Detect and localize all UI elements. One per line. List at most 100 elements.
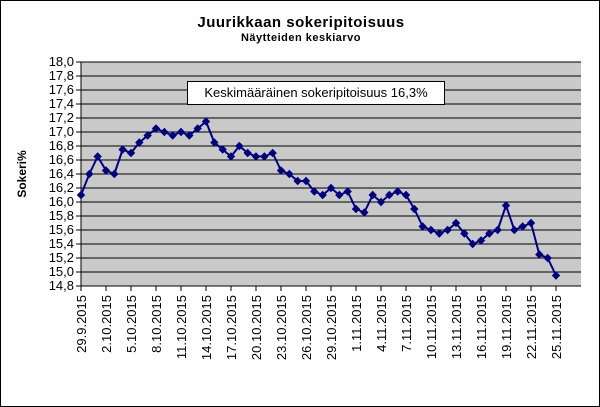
data-point-marker bbox=[276, 166, 286, 175]
x-tick-label: 29.9.2015 bbox=[74, 295, 89, 353]
x-tick-label: 25.11.2015 bbox=[549, 295, 564, 359]
data-point-marker bbox=[351, 204, 361, 214]
data-point-marker bbox=[101, 166, 111, 175]
y-tick-label: 15,6 bbox=[49, 222, 74, 237]
chart-subtitle: Näytteiden keskiarvo bbox=[240, 32, 362, 44]
y-tick-label: 17,2 bbox=[49, 110, 74, 125]
data-point-marker bbox=[260, 152, 269, 161]
data-point-marker bbox=[551, 271, 561, 280]
average-annotation: Keskimääräinen sokeripitoisuus 16,3% bbox=[187, 81, 445, 105]
x-tick-label: 5.10.2015 bbox=[124, 295, 139, 353]
y-tick-label: 16,0 bbox=[49, 194, 74, 209]
data-point-marker bbox=[293, 176, 302, 186]
data-point-marker bbox=[451, 218, 461, 228]
data-point-marker bbox=[535, 250, 544, 259]
data-point-marker bbox=[368, 190, 377, 200]
x-tick-label: 26.10.2015 bbox=[299, 295, 314, 360]
x-tick-label: 11.10.2015 bbox=[174, 295, 189, 359]
data-point-marker bbox=[393, 187, 402, 196]
data-point-marker bbox=[435, 229, 444, 238]
x-tick-label: 16.11.2015 bbox=[474, 295, 489, 359]
data-point-marker bbox=[343, 187, 352, 196]
data-point-marker bbox=[210, 138, 219, 147]
data-point-marker bbox=[326, 183, 336, 193]
x-tick-label: 14.10.2015 bbox=[199, 295, 214, 360]
x-tick-label: 22.11.2015 bbox=[524, 295, 539, 359]
x-tick-label: 2.10.2015 bbox=[99, 295, 114, 353]
data-point-marker bbox=[526, 218, 536, 228]
data-point-marker bbox=[126, 148, 136, 158]
data-point-marker bbox=[418, 222, 427, 231]
data-point-marker bbox=[301, 176, 311, 186]
data-point-marker bbox=[460, 229, 469, 238]
data-point-marker bbox=[243, 148, 252, 158]
data-point-marker bbox=[110, 169, 119, 179]
y-tick-label: 18,0 bbox=[49, 54, 74, 69]
y-tick-label: 17,0 bbox=[49, 124, 74, 139]
x-tick-label: 23.10.2015 bbox=[274, 295, 289, 360]
data-point-marker bbox=[493, 225, 502, 235]
y-tick-label: 14,8 bbox=[49, 278, 74, 293]
data-point-marker bbox=[510, 225, 519, 235]
data-point-marker bbox=[335, 190, 344, 200]
y-tick-label: 16,4 bbox=[49, 166, 74, 181]
data-point-marker bbox=[376, 197, 386, 207]
x-tick-label: 8.10.2015 bbox=[149, 295, 164, 353]
y-tick-label: 15,0 bbox=[49, 264, 74, 279]
data-point-marker bbox=[135, 138, 144, 147]
data-point-marker bbox=[468, 239, 477, 249]
y-tick-label: 17,6 bbox=[49, 82, 74, 97]
data-point-marker bbox=[226, 152, 236, 161]
data-point-marker bbox=[235, 141, 244, 151]
y-axis-title: Sokeri% bbox=[15, 150, 29, 198]
data-point-marker bbox=[385, 190, 394, 200]
data-point-marker bbox=[485, 229, 494, 238]
data-point-marker bbox=[476, 236, 486, 245]
x-tick-label: 17.10.2015 bbox=[224, 295, 239, 360]
chart-title: Juurikkaan sokeripitoisuus bbox=[197, 14, 405, 31]
data-point-marker bbox=[543, 253, 552, 263]
data-series-line bbox=[80, 120, 557, 276]
data-point-marker bbox=[185, 131, 194, 140]
x-tick-label: 19.11.2015 bbox=[499, 295, 514, 359]
data-point-marker bbox=[360, 208, 369, 217]
data-point-marker bbox=[151, 124, 161, 133]
x-tick-label: 20.10.2015 bbox=[249, 295, 264, 360]
data-point-marker bbox=[251, 152, 261, 161]
x-tick-label: 10.11.2015 bbox=[424, 295, 439, 359]
data-point-marker bbox=[426, 225, 436, 235]
y-tick-label: 15,8 bbox=[49, 208, 74, 223]
data-point-marker bbox=[93, 152, 102, 161]
x-tick-label: 1.11.2015 bbox=[349, 295, 364, 352]
data-point-marker bbox=[518, 222, 527, 231]
data-point-marker bbox=[310, 187, 319, 196]
data-point-marker bbox=[410, 204, 419, 214]
data-point-marker bbox=[268, 148, 277, 158]
data-point-marker bbox=[443, 225, 452, 235]
data-point-marker bbox=[76, 190, 86, 200]
y-tick-label: 16,6 bbox=[49, 152, 74, 167]
data-point-marker bbox=[318, 190, 327, 200]
data-point-marker bbox=[176, 127, 186, 137]
x-tick-label: 29.10.2015 bbox=[324, 295, 339, 360]
data-point-marker bbox=[85, 169, 94, 179]
data-point-marker bbox=[143, 131, 152, 140]
y-tick-label: 17,8 bbox=[49, 68, 74, 83]
y-tick-label: 15,2 bbox=[49, 250, 74, 265]
data-point-marker bbox=[118, 145, 127, 154]
x-tick-label: 4.11.2015 bbox=[374, 295, 389, 352]
data-point-marker bbox=[218, 145, 227, 154]
data-point-marker bbox=[501, 201, 511, 210]
x-tick-label: 13.11.2015 bbox=[449, 295, 464, 359]
data-point-marker bbox=[160, 127, 169, 137]
y-tick-label: 15,4 bbox=[49, 236, 74, 251]
data-point-marker bbox=[193, 124, 202, 133]
y-tick-label: 16,8 bbox=[49, 138, 74, 153]
data-point-marker bbox=[201, 117, 211, 126]
y-tick-label: 17,4 bbox=[49, 96, 74, 111]
data-point-marker bbox=[168, 131, 177, 140]
data-point-marker bbox=[401, 190, 411, 200]
y-tick-label: 16,2 bbox=[49, 180, 74, 195]
